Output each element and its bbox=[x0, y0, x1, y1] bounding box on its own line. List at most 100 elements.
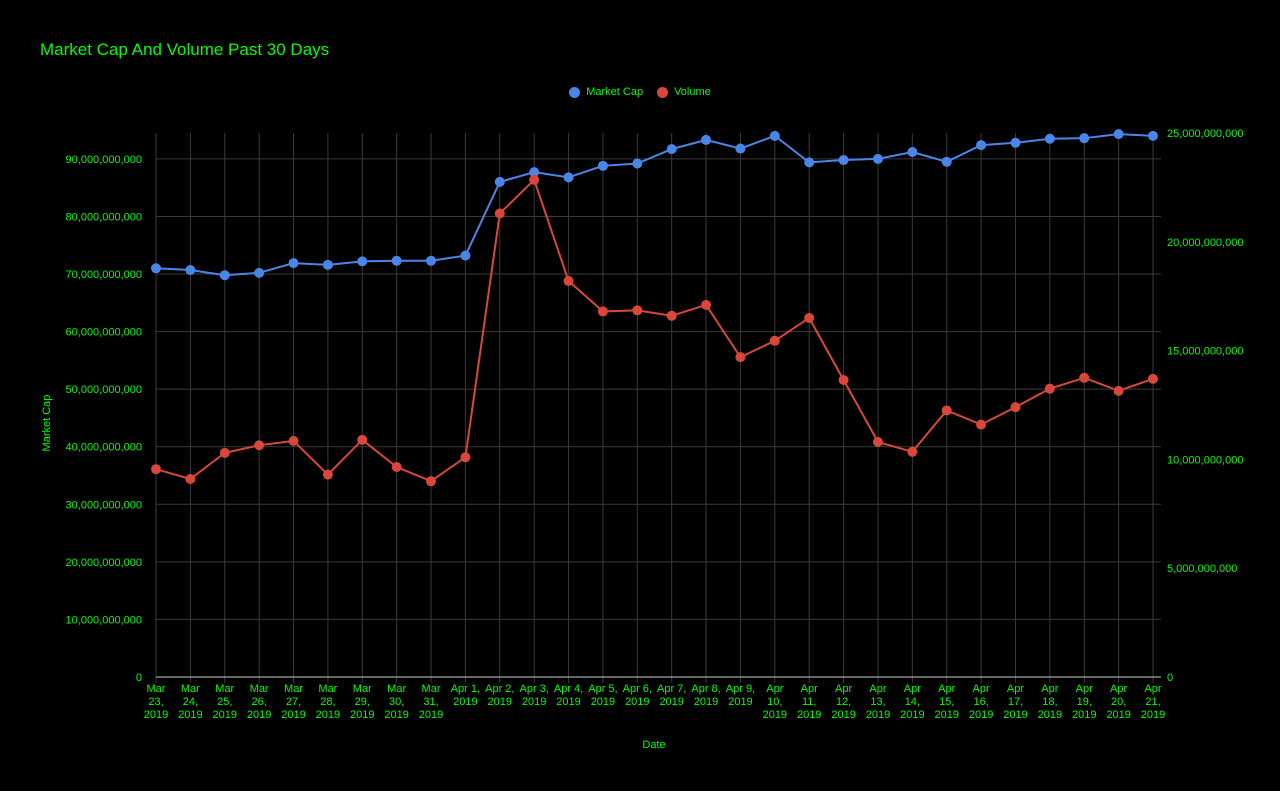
data-point-volume[interactable] bbox=[769, 335, 780, 346]
data-point-volume[interactable] bbox=[563, 275, 574, 286]
data-point-market-cap[interactable] bbox=[701, 134, 712, 145]
data-point-market-cap[interactable] bbox=[151, 263, 161, 274]
data-point-volume[interactable] bbox=[1113, 385, 1124, 396]
data-point-volume[interactable] bbox=[666, 310, 677, 321]
data-point-volume[interactable] bbox=[529, 174, 540, 185]
data-point-volume[interactable] bbox=[804, 312, 815, 323]
data-point-market-cap[interactable] bbox=[872, 153, 883, 164]
data-point-market-cap[interactable] bbox=[941, 156, 952, 167]
axes: 0 10,000,000,000 20,000,000,000 30,000,000,… bbox=[66, 128, 1244, 721]
data-point-market-cap[interactable] bbox=[907, 146, 918, 157]
x-tick-label: Mar 23, 2019 bbox=[144, 683, 168, 721]
data-point-market-cap[interactable] bbox=[666, 144, 677, 155]
data-point-volume[interactable] bbox=[426, 476, 437, 487]
data-point-volume[interactable] bbox=[632, 305, 643, 316]
x-tick-label: Mar 28, 2019 bbox=[316, 683, 340, 721]
y-tick-label-right: 25,000,000,000 bbox=[1167, 128, 1243, 140]
x-axis-title: Date bbox=[642, 739, 665, 751]
x-tick-label: Apr 20, 2019 bbox=[1106, 683, 1130, 721]
data-point-market-cap[interactable] bbox=[391, 255, 402, 266]
data-point-volume[interactable] bbox=[357, 434, 368, 445]
x-tick-label: Mar 24, 2019 bbox=[178, 683, 202, 721]
data-point-volume[interactable] bbox=[1079, 372, 1090, 383]
data-point-market-cap[interactable] bbox=[1113, 129, 1124, 140]
y-tick-label-left: 90,000,000,000 bbox=[66, 154, 142, 166]
data-point-market-cap[interactable] bbox=[185, 265, 196, 276]
x-tick-label: Apr 15, 2019 bbox=[934, 683, 958, 721]
y-tick-label-right: 0 bbox=[1167, 672, 1173, 684]
data-point-volume[interactable] bbox=[460, 452, 471, 463]
data-point-volume[interactable] bbox=[151, 464, 161, 475]
y-tick-label-right: 5,000,000,000 bbox=[1167, 563, 1237, 575]
data-point-market-cap[interactable] bbox=[804, 157, 815, 168]
x-tick-label: Apr 18, 2019 bbox=[1038, 683, 1062, 721]
series bbox=[151, 129, 1158, 487]
x-tick-label: Apr 9, 2019 bbox=[726, 683, 755, 708]
x-tick-label: Apr 5, 2019 bbox=[588, 683, 617, 708]
data-point-volume[interactable] bbox=[976, 419, 987, 430]
data-point-market-cap[interactable] bbox=[357, 256, 368, 267]
data-point-volume[interactable] bbox=[185, 473, 196, 484]
data-point-market-cap[interactable] bbox=[735, 143, 746, 154]
data-point-market-cap[interactable] bbox=[1079, 133, 1090, 144]
x-tick-label: Apr 7, 2019 bbox=[657, 683, 686, 708]
data-point-market-cap[interactable] bbox=[529, 167, 540, 178]
legend-item-market-cap[interactable]: Market Cap bbox=[569, 86, 643, 98]
legend-swatch-market-cap bbox=[569, 86, 581, 98]
grid bbox=[155, 133, 1161, 683]
legend-item-volume[interactable]: Volume bbox=[657, 86, 711, 98]
data-point-market-cap[interactable] bbox=[1148, 130, 1158, 141]
y-tick-label-left: 80,000,000,000 bbox=[66, 211, 142, 223]
x-tick-label: Mar 26, 2019 bbox=[247, 683, 271, 721]
data-point-market-cap[interactable] bbox=[322, 259, 333, 270]
data-point-market-cap[interactable] bbox=[769, 130, 780, 141]
chart-title: Market Cap And Volume Past 30 Days bbox=[40, 40, 330, 59]
data-point-volume[interactable] bbox=[219, 447, 230, 458]
data-point-volume[interactable] bbox=[1044, 383, 1055, 394]
data-point-market-cap[interactable] bbox=[426, 255, 437, 266]
data-point-volume[interactable] bbox=[254, 440, 265, 451]
data-point-volume[interactable] bbox=[494, 208, 505, 219]
x-tick-label: Mar 27, 2019 bbox=[281, 683, 305, 721]
data-point-volume[interactable] bbox=[597, 306, 608, 317]
data-point-market-cap[interactable] bbox=[632, 158, 643, 169]
data-point-market-cap[interactable] bbox=[460, 250, 471, 261]
data-point-market-cap[interactable] bbox=[1044, 133, 1055, 144]
data-point-volume[interactable] bbox=[701, 299, 712, 310]
y-tick-label-left: 20,000,000,000 bbox=[66, 557, 142, 569]
data-point-market-cap[interactable] bbox=[288, 258, 299, 269]
data-point-market-cap[interactable] bbox=[219, 270, 230, 281]
data-point-volume[interactable] bbox=[1148, 373, 1158, 384]
data-point-volume[interactable] bbox=[872, 436, 883, 447]
x-tick-label: Apr 4, 2019 bbox=[554, 683, 583, 708]
x-tick-label: Apr 3, 2019 bbox=[519, 683, 548, 708]
y-tick-label-left: 60,000,000,000 bbox=[66, 327, 142, 339]
x-tick-label: Apr 13, 2019 bbox=[866, 683, 890, 721]
data-point-market-cap[interactable] bbox=[494, 176, 505, 187]
x-tick-label: Apr 6, 2019 bbox=[623, 683, 652, 708]
legend-label-market-cap: Market Cap bbox=[586, 86, 644, 98]
y-tick-label-right: 10,000,000,000 bbox=[1167, 454, 1243, 466]
data-point-market-cap[interactable] bbox=[976, 140, 987, 151]
x-tick-label: Apr 11, 2019 bbox=[797, 683, 821, 721]
data-point-volume[interactable] bbox=[322, 469, 333, 480]
x-tick-label: Apr 16, 2019 bbox=[969, 683, 993, 721]
y-tick-label-right: 15,000,000,000 bbox=[1167, 346, 1243, 358]
data-point-market-cap[interactable] bbox=[563, 172, 574, 183]
x-tick-label: Apr 21, 2019 bbox=[1141, 683, 1165, 721]
data-point-market-cap[interactable] bbox=[838, 155, 849, 166]
data-point-market-cap[interactable] bbox=[597, 160, 608, 171]
data-point-volume[interactable] bbox=[907, 446, 918, 457]
data-point-volume[interactable] bbox=[735, 352, 746, 363]
data-point-volume[interactable] bbox=[1010, 402, 1021, 413]
y-tick-label-left: 10,000,000,000 bbox=[66, 614, 142, 626]
data-point-volume[interactable] bbox=[391, 462, 402, 473]
data-point-market-cap[interactable] bbox=[1010, 137, 1021, 148]
data-point-market-cap[interactable] bbox=[254, 267, 265, 278]
y-tick-label-left: 50,000,000,000 bbox=[66, 384, 142, 396]
data-point-volume[interactable] bbox=[941, 405, 952, 416]
x-tick-label: Apr 2, 2019 bbox=[485, 683, 514, 708]
data-point-volume[interactable] bbox=[288, 435, 299, 446]
data-point-volume[interactable] bbox=[838, 374, 849, 385]
